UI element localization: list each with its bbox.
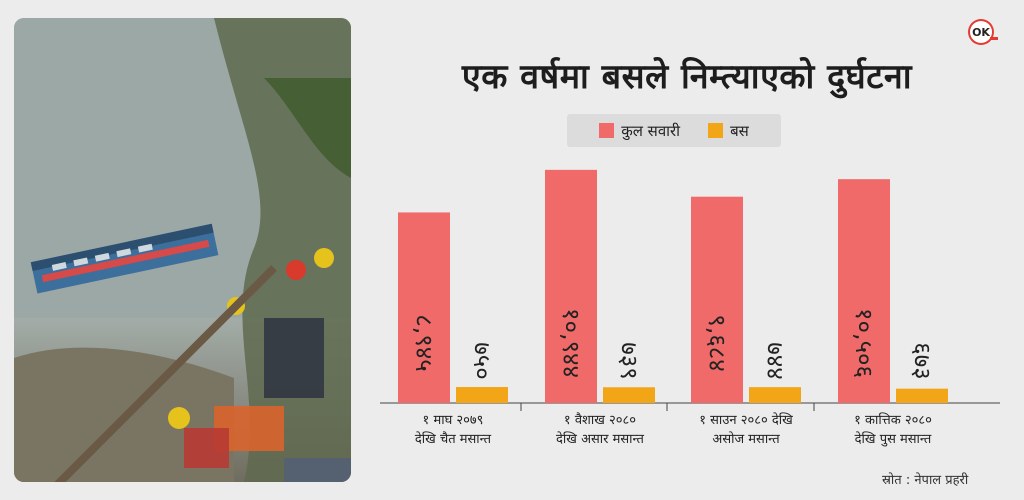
logo-text: OK [972, 25, 990, 39]
accident-photo [14, 18, 351, 482]
bar-bus-1 [456, 387, 508, 403]
x-category-label-3-line-2: असोज मसान्त [712, 431, 780, 447]
chart-title: एक वर्षमा बसले निम्त्याएको दुर्घटना [461, 57, 913, 97]
bar-bus-2 [603, 387, 655, 403]
x-category-label-1-line-1: १ माघ २०७९ [423, 413, 484, 428]
legend-swatch-total [599, 123, 615, 138]
legend-label-bus: बस [730, 121, 749, 140]
logo-accent-bar [990, 37, 998, 40]
bar-bus-4 [896, 388, 948, 403]
chart-legend: कुल सवारी बस [567, 114, 781, 147]
value-label-bus-3: ७४४ [761, 342, 789, 379]
x-category-label-4-line-2: देखि पुस मसान्त [855, 431, 932, 447]
legend-item-bus: बस [708, 121, 749, 141]
bar-total-1 [398, 212, 450, 403]
value-label-total-1: ८,९४५ [410, 314, 438, 372]
value-label-total-2: १०,९४४ [557, 308, 585, 378]
bar-total-3 [691, 196, 743, 403]
source-credit: स्रोत : नेपाल प्रहरी [882, 473, 969, 488]
x-category-label-3-line-1: १ साउन २०८० देखि [699, 412, 793, 428]
value-label-bus-1: ७५० [468, 342, 496, 379]
value-label-total-3: ९,६८४ [703, 314, 731, 372]
x-category-label-2-line-1: १ वैशाख २०८० [564, 412, 636, 428]
bar-total-4 [838, 179, 890, 403]
value-label-bus-2: ७३९ [615, 342, 643, 379]
x-category-label-1-line-2: देखि चैत मसान्त [415, 431, 492, 447]
bar-total-2 [545, 169, 597, 403]
bar-bus-3 [749, 387, 801, 403]
legend-item-total-vehicles: कुल सवारी [599, 121, 680, 141]
value-label-bus-4: ६७३ [908, 342, 936, 379]
onlinekhabar-logo: OK [968, 19, 994, 45]
accident-photo-illustration [14, 18, 351, 482]
legend-swatch-bus [708, 123, 724, 138]
x-category-label-2-line-2: देखि असार मसान्त [556, 431, 645, 447]
legend-label-total: कुल सवारी [621, 121, 681, 140]
value-label-total-4: १०,५०६ [850, 308, 878, 378]
x-category-label-4-line-1: १ कात्तिक २०८० [854, 412, 932, 428]
